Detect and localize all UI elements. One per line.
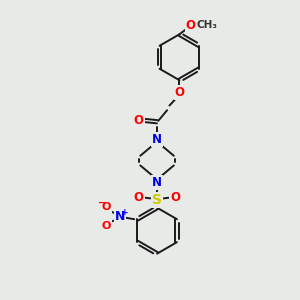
Text: N: N <box>152 176 162 189</box>
Text: S: S <box>152 193 162 207</box>
Text: N: N <box>115 210 125 223</box>
Text: O: O <box>101 202 111 212</box>
Text: +: + <box>121 208 129 217</box>
Text: O: O <box>101 221 111 231</box>
Text: O: O <box>134 114 144 127</box>
Text: O: O <box>170 191 180 204</box>
Text: O: O <box>134 191 144 204</box>
Text: CH₃: CH₃ <box>197 20 218 30</box>
Text: N: N <box>152 133 162 146</box>
Text: O: O <box>174 86 184 99</box>
Text: −: − <box>98 198 106 208</box>
Text: O: O <box>186 19 196 32</box>
